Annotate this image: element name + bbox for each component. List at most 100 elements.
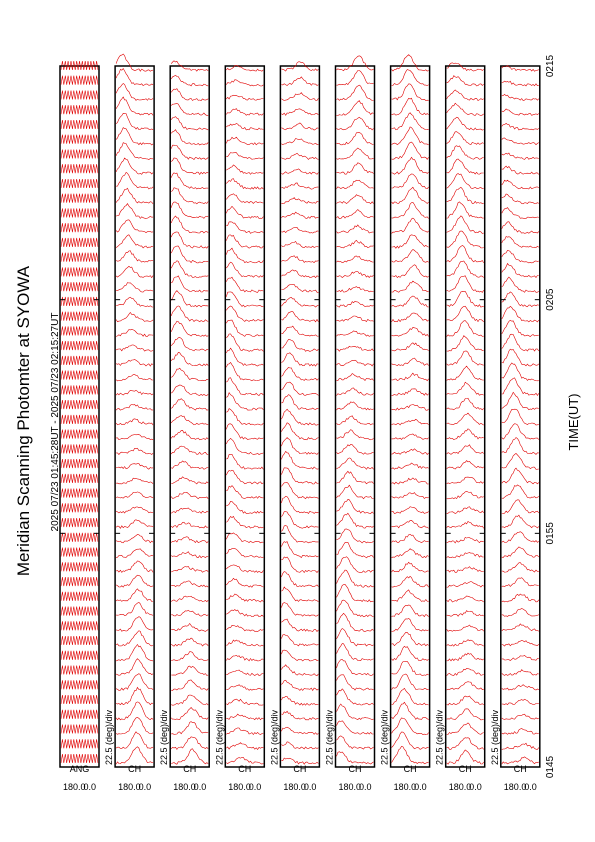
scan-trace bbox=[501, 655, 539, 661]
scan-trace bbox=[60, 208, 99, 218]
scan-trace bbox=[226, 362, 264, 382]
scan-trace bbox=[336, 429, 374, 441]
scan-trace bbox=[446, 201, 484, 219]
panel-frame bbox=[444, 65, 486, 768]
scan-trace bbox=[446, 365, 484, 381]
scan-trace bbox=[391, 141, 429, 160]
scan-trace bbox=[336, 70, 374, 86]
scan-trace bbox=[336, 499, 374, 514]
scan-trace bbox=[226, 669, 264, 676]
scan-trace bbox=[336, 239, 374, 249]
scan-trace bbox=[446, 506, 484, 514]
scan-trace bbox=[226, 548, 264, 558]
scan-trace bbox=[171, 721, 209, 735]
scan-trace bbox=[60, 237, 99, 247]
scan-trace bbox=[60, 90, 99, 100]
scan-trace bbox=[171, 536, 209, 544]
scan-trace bbox=[281, 76, 319, 86]
scan-trace bbox=[116, 548, 154, 558]
scan-trace bbox=[171, 566, 209, 573]
panel-channel-label: CH bbox=[238, 764, 251, 774]
scan-trace bbox=[281, 757, 319, 765]
scan-trace bbox=[60, 635, 99, 646]
scan-trace bbox=[226, 469, 264, 485]
scan-trace bbox=[281, 394, 319, 410]
scan-trace bbox=[281, 634, 319, 647]
scan-trace bbox=[501, 499, 540, 514]
scan-trace bbox=[501, 423, 540, 440]
scan-trace bbox=[281, 422, 319, 441]
scan-trace bbox=[501, 713, 539, 720]
scan-trace bbox=[501, 319, 539, 337]
scan-trace bbox=[171, 609, 209, 617]
scan-trace bbox=[115, 519, 154, 529]
time-tick-label: 0145 bbox=[545, 755, 556, 778]
scan-trace bbox=[281, 482, 319, 500]
scan-trace bbox=[171, 507, 209, 514]
scan-trace bbox=[171, 275, 209, 293]
scan-trace bbox=[170, 305, 209, 323]
scan-trace bbox=[60, 267, 99, 277]
scan-trace bbox=[391, 645, 429, 661]
scan-trace bbox=[391, 54, 429, 72]
scan-trace bbox=[336, 674, 374, 691]
scan-trace bbox=[391, 673, 429, 691]
scan-trace bbox=[446, 350, 484, 366]
scan-trace bbox=[281, 339, 319, 352]
scan-trace bbox=[336, 569, 374, 588]
time-tick-label: 0215 bbox=[545, 54, 556, 77]
scan-trace bbox=[170, 157, 209, 175]
panel-traces bbox=[446, 62, 484, 765]
scan-trace bbox=[446, 275, 484, 293]
scan-trace bbox=[336, 457, 374, 470]
scan-trace bbox=[501, 577, 539, 587]
panel-frame bbox=[279, 65, 321, 768]
scan-trace bbox=[170, 707, 209, 721]
scan-trace bbox=[501, 333, 540, 352]
angle-bottom-label: 0.0 bbox=[83, 782, 96, 792]
scan-trace bbox=[281, 726, 319, 735]
angle-top-label: 180.0 bbox=[118, 782, 141, 792]
scan-trace bbox=[336, 528, 374, 544]
scan-trace bbox=[281, 467, 319, 485]
scan-trace bbox=[501, 408, 539, 426]
scan-trace bbox=[116, 477, 154, 485]
scan-trace bbox=[226, 624, 264, 632]
scan-trace bbox=[60, 355, 99, 365]
scan-trace bbox=[226, 453, 264, 470]
scan-trace bbox=[226, 577, 264, 588]
angle-top-label: 180.0 bbox=[394, 782, 417, 792]
scan-trace bbox=[170, 352, 209, 367]
scan-trace bbox=[336, 330, 374, 337]
scan-trace bbox=[226, 305, 264, 322]
scan-trace bbox=[60, 753, 99, 764]
scan-trace bbox=[391, 717, 429, 736]
scan-trace bbox=[446, 668, 484, 676]
scan-trace bbox=[281, 284, 319, 293]
scan-trace bbox=[171, 551, 209, 559]
scan-trace bbox=[115, 157, 154, 175]
scan-trace bbox=[281, 168, 319, 175]
scan-trace bbox=[336, 359, 374, 367]
scan-trace bbox=[281, 556, 319, 574]
scan-trace bbox=[115, 643, 154, 662]
scan-trace bbox=[226, 423, 264, 440]
scan-trace bbox=[226, 178, 264, 190]
scan-trace bbox=[60, 444, 99, 454]
scan-trace bbox=[60, 252, 99, 262]
scan-trace bbox=[281, 352, 319, 367]
scan-trace bbox=[501, 137, 539, 146]
scan-trace bbox=[336, 541, 374, 559]
scan-trace bbox=[60, 311, 99, 321]
angle-bottom-label: 0.0 bbox=[194, 782, 207, 792]
scale-label: 22.5 (deg)/div bbox=[159, 709, 169, 765]
scan-trace bbox=[281, 211, 319, 219]
scan-trace bbox=[281, 381, 319, 396]
scan-trace bbox=[170, 320, 209, 337]
angle-bottom-label: 0.0 bbox=[139, 782, 152, 792]
scan-trace bbox=[281, 525, 319, 544]
scan-trace bbox=[226, 437, 264, 455]
scale-label: 22.5 (deg)/div bbox=[435, 709, 445, 765]
scan-trace bbox=[501, 593, 540, 603]
